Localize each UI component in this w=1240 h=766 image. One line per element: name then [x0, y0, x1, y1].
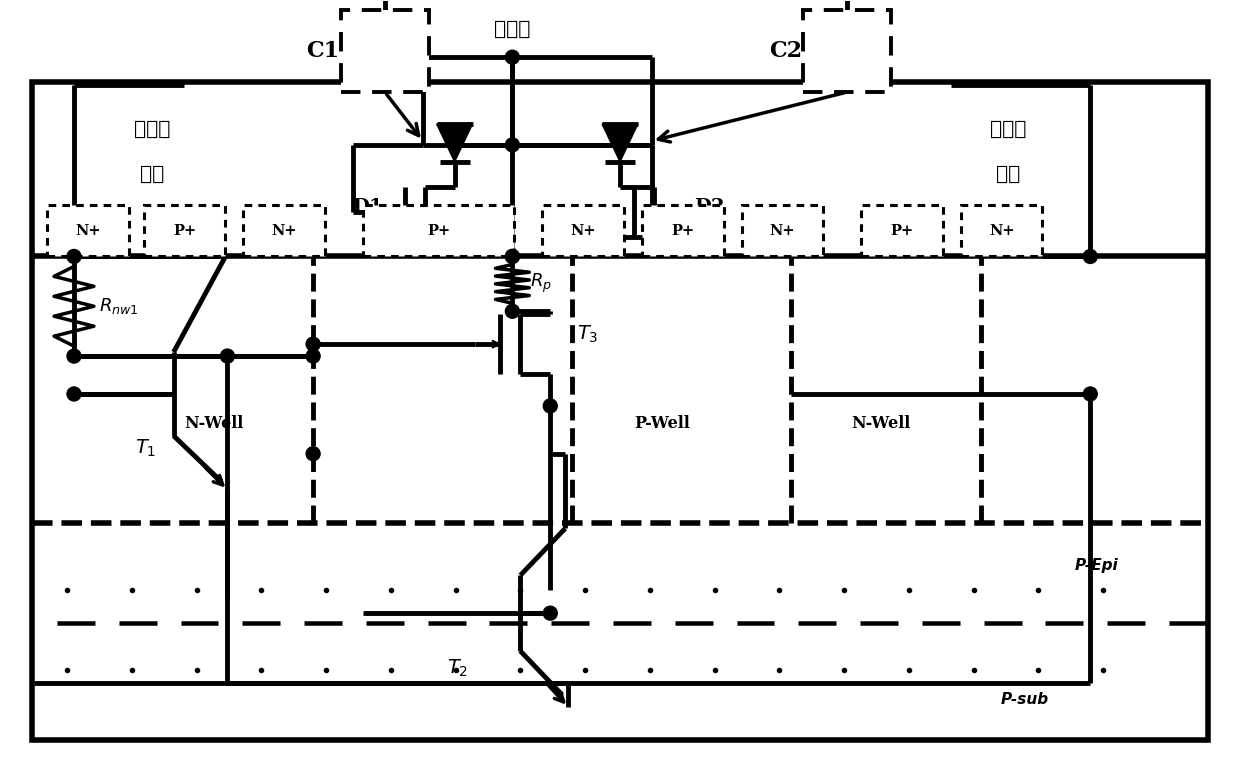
Text: N+: N+ — [272, 224, 296, 237]
Text: N-Well: N-Well — [852, 415, 910, 432]
Text: C2: C2 — [769, 40, 802, 62]
Text: N+: N+ — [988, 224, 1014, 237]
Circle shape — [506, 138, 520, 152]
Text: 第二接: 第二接 — [991, 119, 1027, 139]
Circle shape — [221, 349, 234, 363]
Text: N+: N+ — [76, 224, 100, 237]
Text: P+: P+ — [427, 224, 450, 237]
Text: 第一接: 第一接 — [134, 119, 170, 139]
Circle shape — [506, 250, 520, 264]
Text: $R_{nw1}$: $R_{nw1}$ — [99, 296, 139, 316]
Text: P-Epi: P-Epi — [1074, 558, 1118, 573]
Text: P+: P+ — [174, 224, 196, 237]
Text: $T_3$: $T_3$ — [577, 323, 599, 345]
Circle shape — [67, 387, 81, 401]
Text: D2: D2 — [693, 198, 724, 216]
Text: P-sub: P-sub — [1001, 692, 1049, 707]
Text: P-Well: P-Well — [634, 415, 689, 432]
Circle shape — [67, 349, 81, 363]
Bar — [742, 205, 823, 257]
Text: $T_1$: $T_1$ — [135, 438, 156, 460]
Text: $T_2$: $T_2$ — [446, 657, 469, 679]
Circle shape — [67, 250, 81, 264]
Text: C1: C1 — [306, 40, 340, 62]
Bar — [642, 205, 724, 257]
Bar — [341, 11, 429, 92]
Bar — [243, 205, 325, 257]
Bar — [32, 82, 1208, 740]
Bar — [542, 205, 624, 257]
Text: N-Well: N-Well — [184, 415, 243, 432]
Text: N+: N+ — [770, 224, 795, 237]
Circle shape — [543, 399, 557, 413]
Text: D1: D1 — [352, 198, 383, 216]
Circle shape — [506, 250, 520, 264]
Bar — [961, 205, 1043, 257]
Text: $R_p$: $R_p$ — [531, 272, 552, 296]
Polygon shape — [603, 124, 637, 162]
Circle shape — [306, 349, 320, 363]
Circle shape — [306, 447, 320, 460]
Circle shape — [1084, 387, 1097, 401]
Circle shape — [1084, 250, 1097, 264]
Text: 触端: 触端 — [997, 165, 1021, 185]
Circle shape — [506, 51, 520, 64]
Circle shape — [306, 337, 320, 351]
Text: P+: P+ — [671, 224, 694, 237]
Circle shape — [506, 304, 520, 318]
Bar — [861, 205, 942, 257]
Polygon shape — [436, 124, 472, 162]
Bar — [804, 11, 892, 92]
Bar — [47, 205, 129, 257]
Circle shape — [543, 606, 557, 620]
Text: 触端: 触端 — [140, 165, 164, 185]
Text: N+: N+ — [570, 224, 596, 237]
Text: 栅控端: 栅控端 — [495, 20, 531, 39]
Bar — [144, 205, 226, 257]
Bar — [363, 205, 515, 257]
Text: P+: P+ — [890, 224, 914, 237]
